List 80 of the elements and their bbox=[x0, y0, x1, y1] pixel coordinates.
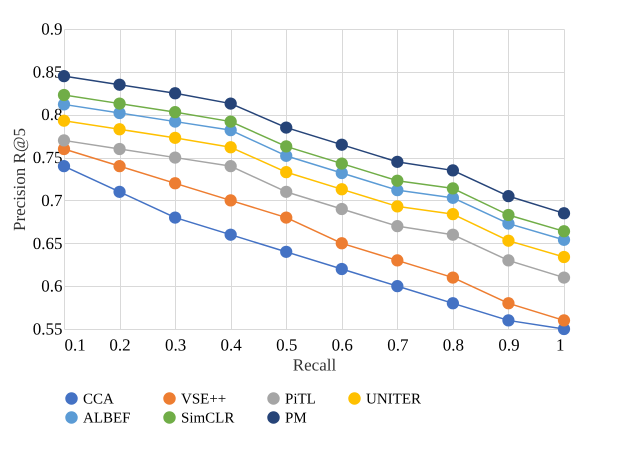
point bbox=[280, 140, 292, 153]
y-tick-label: 0.55 bbox=[32, 320, 62, 338]
point bbox=[224, 160, 237, 172]
point bbox=[113, 142, 126, 156]
legend-label: SimCLR bbox=[181, 410, 234, 426]
x-tick-label: 0.4 bbox=[220, 336, 242, 354]
point bbox=[224, 194, 237, 207]
point bbox=[168, 132, 182, 144]
point bbox=[446, 297, 460, 310]
point bbox=[280, 246, 292, 258]
x-tick-label: 1 bbox=[556, 336, 564, 354]
x-tick-label: 0.5 bbox=[276, 336, 298, 354]
point bbox=[391, 200, 404, 213]
point bbox=[224, 97, 237, 110]
point bbox=[168, 151, 182, 164]
point bbox=[558, 271, 570, 284]
point bbox=[280, 211, 292, 224]
point bbox=[336, 202, 348, 216]
point bbox=[113, 123, 126, 136]
point bbox=[113, 160, 126, 172]
point bbox=[280, 121, 292, 134]
point bbox=[502, 190, 515, 202]
point bbox=[502, 314, 515, 327]
point bbox=[446, 271, 460, 284]
point bbox=[113, 186, 126, 198]
point bbox=[168, 177, 182, 190]
x-tick-label: 0.6 bbox=[332, 336, 353, 354]
legend-label: ALBEF bbox=[83, 410, 131, 426]
point bbox=[280, 186, 292, 198]
point bbox=[502, 254, 515, 267]
y-tick-label: 0.65 bbox=[32, 234, 62, 253]
point bbox=[502, 208, 515, 222]
x-axis-title: Recall bbox=[292, 356, 336, 374]
legend-label: CCA bbox=[83, 392, 114, 408]
x-tick-label: 0.1 bbox=[64, 336, 86, 354]
point bbox=[502, 297, 515, 310]
point bbox=[336, 157, 348, 170]
x-tick-label: 0.2 bbox=[109, 336, 131, 354]
y-tick-label: 0.75 bbox=[32, 148, 62, 168]
point bbox=[391, 156, 404, 168]
x-tick-label: 0.3 bbox=[164, 336, 186, 354]
point bbox=[336, 262, 348, 276]
point bbox=[336, 138, 348, 151]
legend-label: UNITER bbox=[366, 392, 421, 408]
point bbox=[224, 228, 237, 241]
point bbox=[280, 166, 292, 178]
point bbox=[446, 182, 460, 195]
legend-label: PM bbox=[285, 410, 307, 426]
point bbox=[168, 87, 182, 100]
point bbox=[391, 174, 404, 187]
point bbox=[446, 208, 460, 220]
point bbox=[558, 225, 570, 238]
legend-label: PiTL bbox=[285, 392, 316, 408]
point bbox=[391, 220, 404, 232]
y-tick-label: 0.6 bbox=[41, 276, 62, 296]
point bbox=[224, 141, 237, 154]
x-tick-label: 0.9 bbox=[498, 336, 520, 354]
y-tick-label: 0.7 bbox=[41, 190, 63, 210]
point bbox=[168, 211, 182, 224]
point bbox=[224, 115, 237, 128]
point bbox=[58, 134, 70, 147]
point bbox=[113, 97, 126, 110]
point bbox=[558, 250, 570, 264]
point bbox=[558, 314, 570, 327]
legend-label: VSE++ bbox=[181, 392, 226, 408]
point bbox=[446, 164, 460, 177]
point bbox=[446, 228, 460, 241]
point bbox=[558, 207, 570, 220]
x-tick-label: 0.7 bbox=[387, 336, 409, 354]
point bbox=[336, 237, 348, 250]
point bbox=[58, 88, 70, 102]
point bbox=[168, 106, 182, 118]
point bbox=[113, 78, 126, 91]
point bbox=[336, 183, 348, 196]
point bbox=[391, 254, 404, 267]
point bbox=[391, 280, 404, 292]
point bbox=[502, 234, 515, 247]
x-tick-label: 0.8 bbox=[442, 336, 464, 354]
y-tick-label: 0.9 bbox=[41, 20, 62, 38]
y-axis-title: Precision R@5 bbox=[10, 128, 29, 232]
